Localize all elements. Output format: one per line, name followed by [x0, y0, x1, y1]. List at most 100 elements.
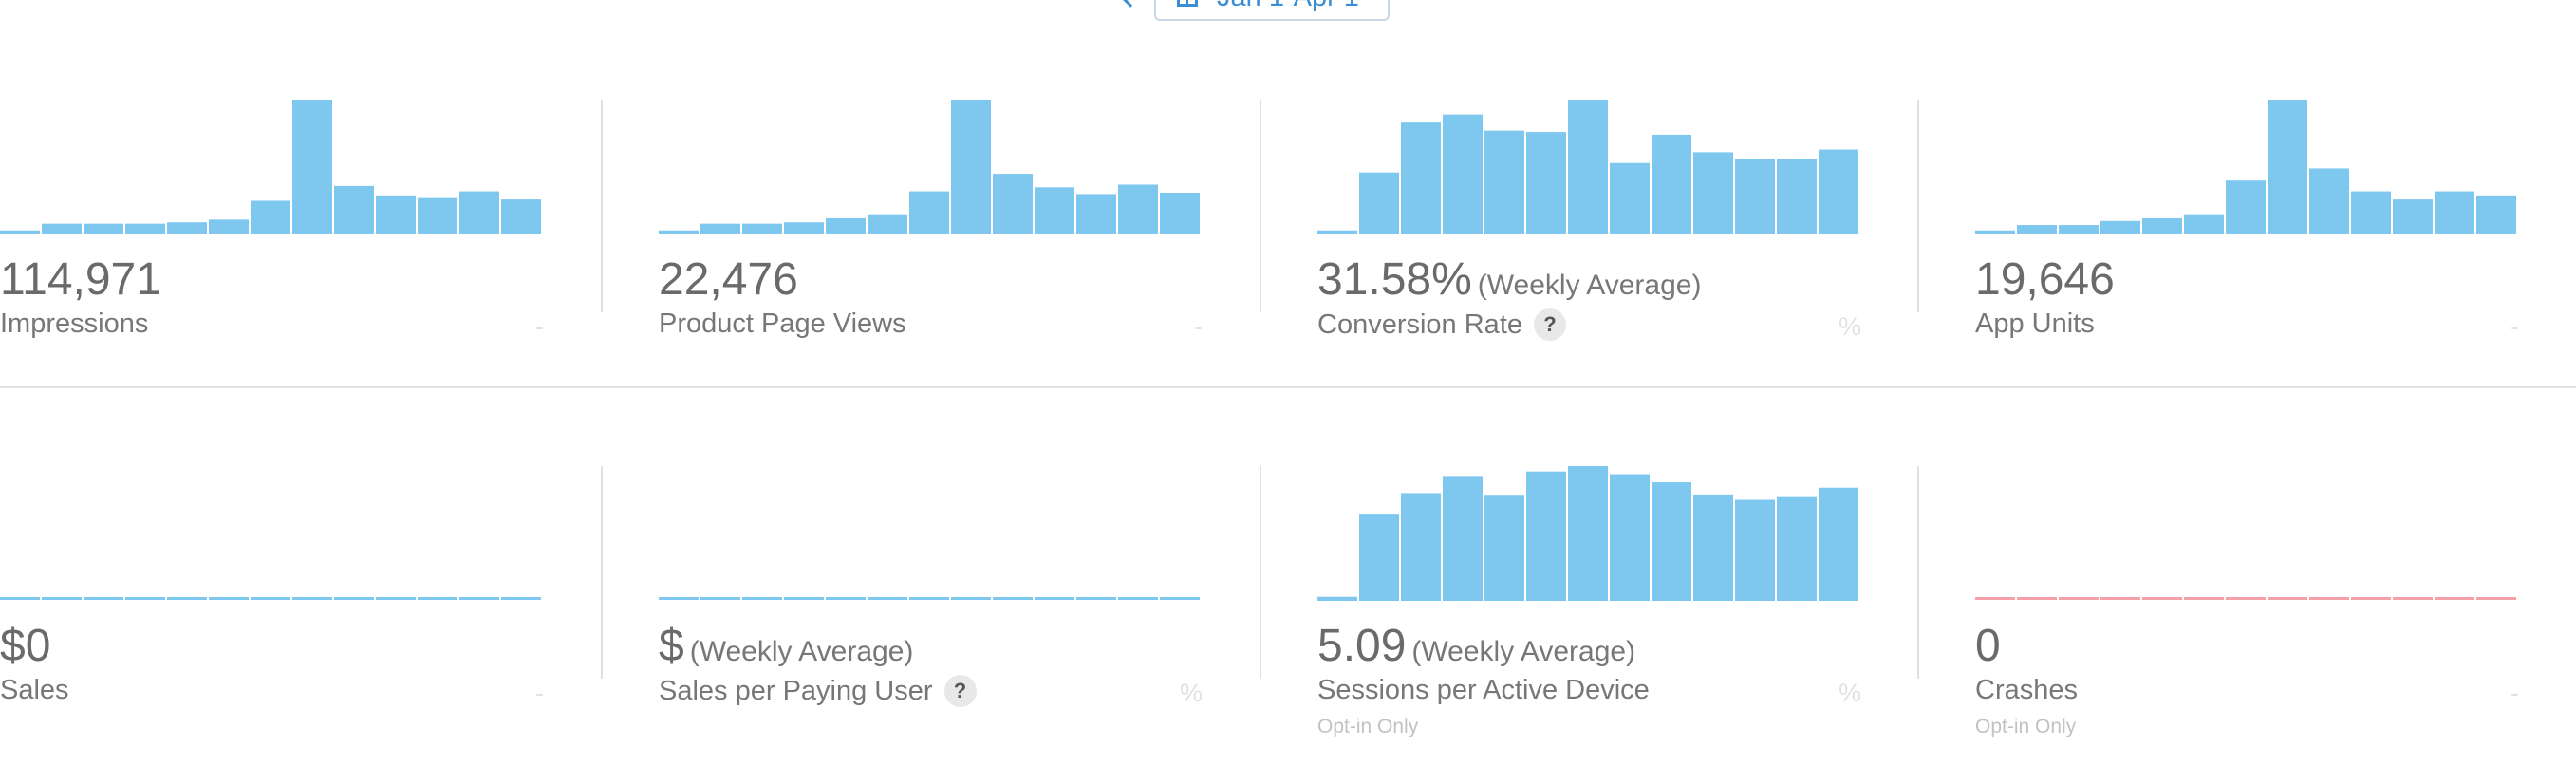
chart-line-segment[interactable]: [2059, 597, 2099, 600]
chart-line-segment[interactable]: [459, 597, 499, 600]
chart-line-segment[interactable]: [1076, 597, 1116, 600]
chart-bar[interactable]: [1526, 132, 1566, 234]
chart-line-segment[interactable]: [292, 597, 332, 600]
metric-card-sales-per-paying-user[interactable]: $ (Weekly Average) Sales per Paying User?%: [659, 466, 1203, 741]
chart-bar[interactable]: [1652, 134, 1691, 234]
chart-line-segment[interactable]: [868, 597, 907, 600]
chart-bar[interactable]: [1484, 130, 1524, 234]
chart-bar[interactable]: [251, 200, 290, 235]
chart-line-segment[interactable]: [334, 597, 374, 600]
chart-bar[interactable]: [1035, 187, 1074, 234]
chart-bar[interactable]: [2268, 100, 2307, 234]
chart-bar[interactable]: [2059, 225, 2099, 234]
chart-bar[interactable]: [1401, 122, 1441, 234]
chart-bar[interactable]: [1819, 149, 1858, 234]
chart-bar[interactable]: [1359, 514, 1399, 601]
chart-line-segment[interactable]: [376, 597, 416, 600]
chart-bar[interactable]: [1526, 471, 1566, 601]
chart-line-segment[interactable]: [125, 597, 165, 600]
chart-bar[interactable]: [1317, 596, 1357, 601]
chart-bar[interactable]: [1693, 494, 1733, 601]
chart-bar[interactable]: [2184, 214, 2224, 234]
chart-line-segment[interactable]: [1975, 597, 2015, 600]
chart-bar[interactable]: [2226, 180, 2266, 234]
chart-bar[interactable]: [292, 100, 332, 234]
chart-bar[interactable]: [42, 223, 82, 234]
help-icon[interactable]: ?: [1534, 308, 1566, 341]
metric-card-impressions[interactable]: 114,971 Impressions -: [0, 100, 544, 375]
chart-bar[interactable]: [1359, 172, 1399, 234]
chart-bar[interactable]: [125, 223, 165, 234]
chart-bar[interactable]: [2017, 225, 2057, 234]
chart-line-segment[interactable]: [700, 597, 740, 600]
chart-bar[interactable]: [993, 174, 1033, 234]
chart-line-segment[interactable]: [42, 597, 82, 600]
chart-bar[interactable]: [1076, 194, 1116, 234]
chart-line-segment[interactable]: [742, 597, 782, 600]
chart-bar[interactable]: [1735, 499, 1775, 602]
chart-line-segment[interactable]: [2393, 597, 2433, 600]
date-range-button[interactable]: Jan 1-Apr 1: [1154, 0, 1390, 21]
chart-bar[interactable]: [2142, 217, 2182, 234]
chart-bar[interactable]: [2351, 191, 2391, 234]
chart-bar[interactable]: [2476, 195, 2516, 234]
metric-card-sessions-per-active-device[interactable]: 5.09 (Weekly Average) Sessions per Active …: [1317, 466, 1861, 741]
chart-bar[interactable]: [2435, 191, 2474, 234]
chart-bar[interactable]: [1693, 152, 1733, 234]
chart-bar[interactable]: [418, 197, 457, 234]
chart-line-segment[interactable]: [501, 597, 541, 600]
help-icon[interactable]: ?: [943, 675, 977, 707]
metric-card-product-page-views[interactable]: 22,476 Product Page Views -: [659, 100, 1203, 375]
chart-line-segment[interactable]: [2017, 597, 2057, 600]
chart-bar[interactable]: [659, 230, 699, 234]
chart-line-segment[interactable]: [167, 597, 207, 600]
chart-line-segment[interactable]: [2100, 597, 2140, 600]
chart-bar[interactable]: [951, 100, 991, 234]
chart-bar[interactable]: [501, 199, 541, 234]
chart-line-segment[interactable]: [2476, 597, 2516, 600]
chart-bar[interactable]: [1568, 100, 1608, 234]
chart-bar[interactable]: [1652, 482, 1691, 601]
chart-bar[interactable]: [868, 214, 907, 234]
chart-line-segment[interactable]: [209, 597, 249, 600]
chart-bar[interactable]: [826, 217, 866, 234]
chart-line-segment[interactable]: [1160, 597, 1200, 600]
chart-bar[interactable]: [2309, 168, 2349, 234]
chart-bar[interactable]: [334, 185, 374, 234]
chart-bar[interactable]: [909, 191, 949, 234]
chart-line-segment[interactable]: [0, 597, 40, 600]
chart-bar[interactable]: [1317, 230, 1357, 234]
chart-bar[interactable]: [1610, 474, 1650, 601]
chart-line-segment[interactable]: [1118, 597, 1158, 600]
chart-bar[interactable]: [1401, 493, 1441, 601]
chart-line-segment[interactable]: [251, 597, 290, 600]
chart-bar[interactable]: [1160, 192, 1200, 234]
chart-line-segment[interactable]: [909, 597, 949, 600]
metric-card-sales[interactable]: $0 Sales -: [0, 466, 544, 741]
chart-line-segment[interactable]: [2142, 597, 2182, 600]
chart-line-segment[interactable]: [784, 597, 824, 600]
chart-bar[interactable]: [0, 230, 40, 234]
chart-line-segment[interactable]: [1035, 597, 1074, 600]
chart-line-segment[interactable]: [84, 597, 123, 600]
chart-line-segment[interactable]: [951, 597, 991, 600]
chart-line-segment[interactable]: [2268, 597, 2307, 600]
chart-bar[interactable]: [700, 223, 740, 234]
chart-bar[interactable]: [1735, 159, 1775, 234]
chart-line-segment[interactable]: [2309, 597, 2349, 600]
metric-card-app-units[interactable]: 19,646 App Units -: [1975, 100, 2519, 375]
chart-bar[interactable]: [1777, 159, 1817, 234]
chart-line-segment[interactable]: [993, 597, 1033, 600]
chart-line-segment[interactable]: [2435, 597, 2474, 600]
chart-bar[interactable]: [784, 222, 824, 234]
chart-line-segment[interactable]: [826, 597, 866, 600]
chart-bar[interactable]: [1118, 184, 1158, 234]
chart-line-segment[interactable]: [418, 597, 457, 600]
chart-bar[interactable]: [459, 191, 499, 234]
chart-bar[interactable]: [1777, 496, 1817, 601]
chart-line-segment[interactable]: [2351, 597, 2391, 600]
chart-bar[interactable]: [2100, 220, 2140, 234]
chart-bar[interactable]: [2393, 199, 2433, 234]
chart-bar[interactable]: [1443, 476, 1483, 601]
chart-bar[interactable]: [1484, 495, 1524, 601]
